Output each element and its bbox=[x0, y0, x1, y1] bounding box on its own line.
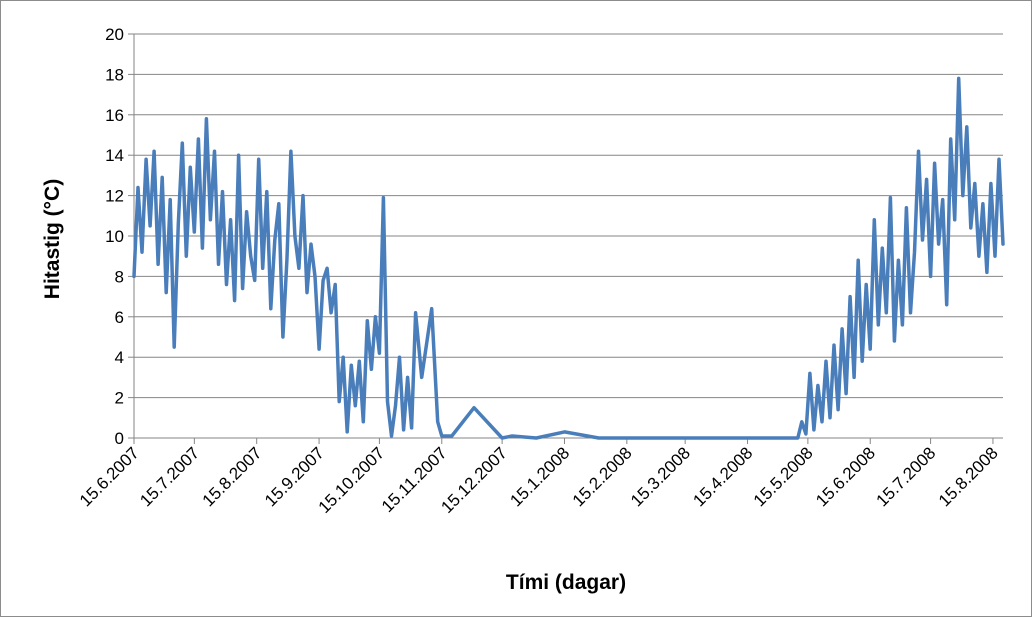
y-tick-label: 18 bbox=[105, 65, 124, 84]
x-tick-label: 15.8.2007 bbox=[199, 443, 266, 510]
y-tick-label: 8 bbox=[115, 267, 124, 286]
x-tick-label: 15.8.2008 bbox=[935, 443, 1002, 510]
y-tick-label: 6 bbox=[115, 308, 124, 327]
y-tick-label: 12 bbox=[105, 187, 124, 206]
x-tick-label: 15.5.2008 bbox=[750, 443, 817, 510]
y-tick-label: 14 bbox=[105, 146, 124, 165]
x-tick-label: 15.7.2008 bbox=[872, 443, 939, 510]
y-tick-label: 0 bbox=[115, 429, 124, 448]
x-tick-label: 15.12.2007 bbox=[437, 443, 511, 517]
x-tick-label: 15.6.2008 bbox=[812, 443, 879, 510]
gridlines bbox=[134, 33, 1003, 399]
x-tick-label: 15.6.2007 bbox=[76, 443, 143, 510]
x-tick-labels: 15.6.200715.7.200715.8.200715.9.200715.1… bbox=[76, 443, 1002, 517]
x-tick-label: 15.10.2007 bbox=[315, 443, 389, 517]
x-tick-label: 15.7.2007 bbox=[136, 443, 203, 510]
y-tick-label: 20 bbox=[105, 25, 124, 44]
y-axis-title: Hitastig (°C) bbox=[41, 179, 64, 299]
y-tick-label: 2 bbox=[115, 389, 124, 408]
y-tick-labels: 0 2 4 6 8 10 12 14 16 18 20 bbox=[105, 25, 124, 448]
y-tick-label: 10 bbox=[105, 227, 124, 246]
y-tick-label: 16 bbox=[105, 106, 124, 125]
x-tick-label: 15.4.2008 bbox=[689, 443, 756, 510]
x-axis-title: Tími (dagar) bbox=[506, 571, 626, 594]
axes bbox=[128, 33, 1003, 444]
series-layer bbox=[132, 76, 1005, 440]
y-tick-label: 4 bbox=[115, 348, 124, 367]
x-tick-label: 15.3.2008 bbox=[627, 443, 694, 510]
x-tick-label: 15.2.2008 bbox=[569, 443, 636, 510]
temperature-series-line bbox=[132, 76, 1005, 440]
x-tick-label: 15.1.2008 bbox=[506, 443, 573, 510]
